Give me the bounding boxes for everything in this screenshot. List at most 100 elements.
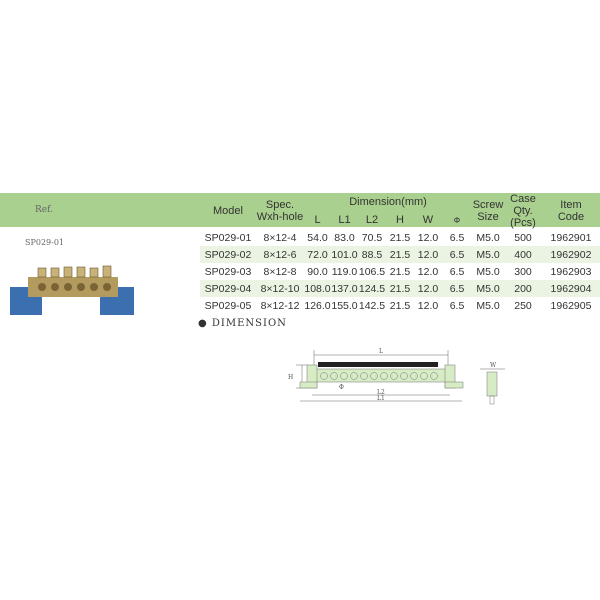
- header-case: Case Qty.(Pcs): [510, 193, 536, 229]
- brass-bar: [28, 277, 118, 297]
- label-H: H: [288, 374, 293, 381]
- table-cell: 70.5: [361, 231, 383, 244]
- hole-circle: [320, 372, 328, 380]
- table-cell: M5.0: [476, 231, 500, 244]
- table-cell: M5.0: [476, 265, 500, 278]
- hole-circle: [330, 372, 338, 380]
- table-cell: 8×12-10: [256, 280, 304, 297]
- table-cell: 101.0: [331, 246, 358, 263]
- table-cell: SP029-05: [204, 299, 252, 312]
- table-cell: 1962902: [542, 246, 600, 263]
- header-L2: L2: [365, 214, 379, 226]
- table-cell: 12.0: [414, 246, 442, 263]
- label-L2: L2: [377, 389, 385, 396]
- table-cell: 200: [504, 280, 542, 297]
- ref-label: Ref.: [35, 205, 53, 215]
- header-spec: Spec. Wxh-hole: [256, 199, 304, 223]
- hole-circle: [350, 372, 358, 380]
- table-row: SP029-02 8×12-6 72.0 101.0 88.5 21.5 12.0 6.5 M5…: [200, 246, 600, 263]
- table-cell: 6.5: [449, 299, 465, 312]
- table-row: SP029-05 8×12-12 126.0 155.0 142.5 21.5 12.0 6.…: [200, 297, 600, 314]
- hole-circle: [430, 372, 438, 380]
- header-L: L: [314, 214, 321, 226]
- header-phi: Φ: [453, 215, 461, 225]
- table-cell: 1962903: [550, 265, 592, 278]
- table-cell: 119.0: [331, 265, 358, 278]
- table-cell: 12.0: [414, 280, 442, 297]
- table-cell: 106.5: [358, 265, 386, 278]
- table-cell: 126.0: [304, 299, 331, 312]
- table-cell: 142.5: [358, 299, 386, 312]
- table-cell: 6.5: [442, 280, 472, 297]
- table-cell: 1962901: [550, 231, 592, 244]
- label-phi: Φ: [339, 384, 344, 391]
- table-cell: 21.5: [389, 265, 411, 278]
- table-cell: 83.0: [334, 231, 355, 244]
- header-dimension: Dimension(mm): [349, 196, 427, 208]
- table-cell: 21.5: [389, 299, 411, 312]
- table-cell: SP029-03: [204, 265, 252, 278]
- table-cell: M5.0: [472, 280, 504, 297]
- label-W: W: [490, 362, 497, 369]
- table-cell: 250: [514, 299, 532, 312]
- table-row: SP029-01 8×12-4 54.0 83.0 70.5 21.5 12.0 6.5 M5.…: [200, 229, 600, 246]
- hole-circle: [340, 372, 348, 380]
- hole-circle: [360, 372, 368, 380]
- table-cell: SP029-02: [200, 246, 256, 263]
- hole-circle: [390, 372, 398, 380]
- label-L1: L1: [377, 395, 385, 402]
- table-cell: 155.0: [331, 299, 358, 312]
- header-model: Model: [213, 205, 243, 217]
- table-cell: 300: [514, 265, 532, 278]
- table-cell: 21.5: [386, 280, 414, 297]
- table-cell: 8×12-4: [263, 231, 297, 244]
- header-L1: L1: [338, 214, 351, 226]
- table-cell: 108.0: [304, 280, 331, 297]
- hole-circle: [410, 372, 418, 380]
- header-item: Item Code: [557, 199, 585, 223]
- table-cell: 6.5: [449, 231, 465, 244]
- screw-holes: [38, 283, 111, 291]
- header-H: H: [396, 214, 404, 226]
- table-cell: 88.5: [358, 246, 386, 263]
- dimension-drawing: L L2 L1 H Φ W: [288, 348, 505, 405]
- table-cell: 12.0: [417, 299, 439, 312]
- hole-circle: [380, 372, 388, 380]
- table-cell: SP029-04: [200, 280, 256, 297]
- table-cell: 1962904: [542, 280, 600, 297]
- dimension-title: ● DIMENSION: [198, 318, 287, 329]
- hole-circle: [420, 372, 428, 380]
- table-cell: 6.5: [449, 265, 465, 278]
- table-cell: 21.5: [386, 246, 414, 263]
- table-cell: 12.0: [417, 231, 439, 244]
- table-cell: M5.0: [472, 246, 504, 263]
- screw-row: [318, 362, 438, 367]
- table-cell: 500: [514, 231, 532, 244]
- table-cell: 124.5: [358, 280, 386, 297]
- table-cell: 137.0: [331, 280, 358, 297]
- table-cell: 400: [504, 246, 542, 263]
- table-cell: 8×12-12: [260, 299, 300, 312]
- table-cell: 90.0: [307, 265, 328, 278]
- table-cell: 8×12-8: [263, 265, 297, 278]
- table-row: SP029-04 8×12-10 108.0 137.0 124.5 21.5 12.0 6.…: [200, 280, 600, 297]
- table-row: SP029-03 8×12-8 90.0 119.0 106.5 21.5 12.0 6.5 M…: [200, 263, 600, 280]
- table-cell: SP029-01: [204, 231, 252, 244]
- label-L: L: [379, 348, 383, 355]
- table-cell: 21.5: [389, 231, 411, 244]
- table-cell: 8×12-6: [256, 246, 304, 263]
- product-caption: SP029-01: [25, 238, 65, 247]
- table-header-band: [0, 193, 600, 227]
- screw-heads: [37, 265, 112, 278]
- product-photo: [10, 265, 134, 315]
- spec-table: Model Spec. Wxh-hole Dimension(mm) Screw S…: [200, 193, 600, 314]
- hole-circle: [370, 372, 378, 380]
- table-cell: 6.5: [442, 246, 472, 263]
- header-W: W: [422, 214, 434, 226]
- header-screw: Screw Size: [472, 199, 504, 223]
- table-cell: 54.0: [307, 231, 328, 244]
- table-cell: 72.0: [304, 246, 331, 263]
- hole-circle: [400, 372, 408, 380]
- table-cell: M5.0: [476, 299, 500, 312]
- table-cell: 12.0: [417, 265, 439, 278]
